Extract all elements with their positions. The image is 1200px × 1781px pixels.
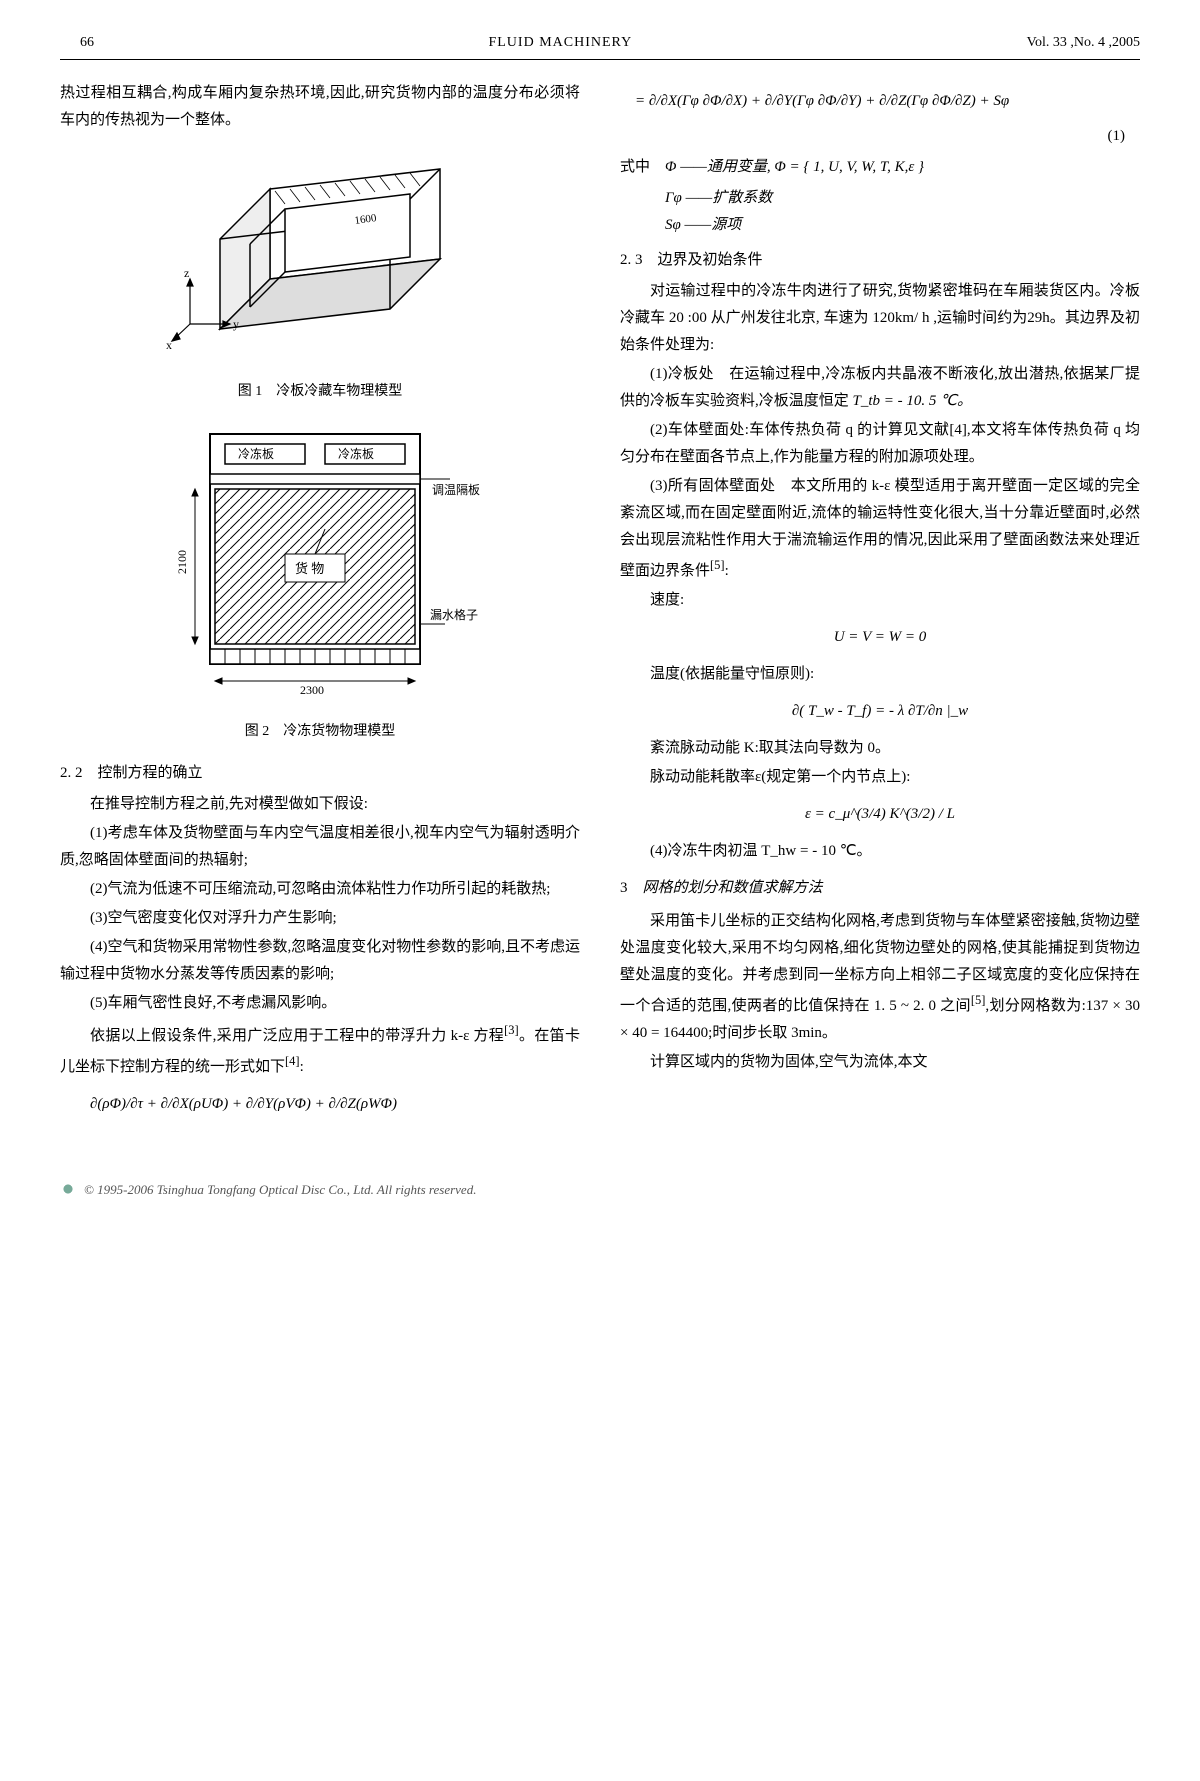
right-column: = ∂/∂X(Γφ ∂Φ/∂X) + ∂/∂Y(Γφ ∂Φ/∂Y) + ∂/∂Z…: [620, 80, 1140, 1127]
svg-text:2100: 2100: [175, 550, 189, 574]
eps-label: 脉动动能耗散率ε(规定第一个内节点上):: [620, 764, 1140, 791]
paragraph: 依据以上假设条件,采用广泛应用于工程中的带浮升力 k-ε 方程[3]。在笛卡儿坐…: [60, 1019, 580, 1081]
paragraph: 热过程相互耦合,构成车厢内复杂热环境,因此,研究货物内部的温度分布必须将车内的传…: [60, 80, 580, 134]
equation-1: = ∂/∂X(Γφ ∂Φ/∂X) + ∂/∂Y(Γφ ∂Φ/∂Y) + ∂/∂Z…: [620, 88, 1140, 115]
paragraph: 在推导控制方程之前,先对模型做如下假设:: [60, 791, 580, 818]
paragraph: (1)冷板处 在运输过程中,冷冻板内共晶液不断液化,放出潜热,依据某厂提供的冷板…: [620, 361, 1140, 415]
page-footer: © 1995-2006 Tsinghua Tongfang Optical Di…: [60, 1168, 1140, 1201]
fig1-caption: 图 1 冷板冷藏车物理模型: [60, 379, 580, 404]
section-2-3: 2. 3 边界及初始条件: [620, 247, 1140, 274]
equation-lhs: ∂(ρΦ)/∂τ + ∂/∂X(ρUΦ) + ∂/∂Y(ρVΦ) + ∂/∂Z(…: [60, 1091, 580, 1118]
paragraph: 计算区域内的货物为固体,空气为流体,本文: [620, 1049, 1140, 1076]
content-area: 热过程相互耦合,构成车厢内复杂热环境,因此,研究货物内部的温度分布必须将车内的传…: [60, 80, 1140, 1127]
paragraph: (5)车厢气密性良好,不考虑漏风影响。: [60, 990, 580, 1017]
speed-label: 速度:: [620, 587, 1140, 614]
paragraph: (3)空气密度变化仅对浮升力产生影响;: [60, 905, 580, 932]
svg-text:y: y: [233, 317, 239, 331]
svg-text:漏水格子: 漏水格子: [430, 607, 478, 622]
turb-label: 紊流脉动动能 K:取其法向导数为 0。: [620, 735, 1140, 762]
figure-2: 冷冻板 冷冻板 调温隔板 货 物: [60, 419, 580, 744]
svg-text:冷冻板: 冷冻板: [238, 446, 274, 461]
paragraph: (4)空气和货物采用常物性参数,忽略温度变化对物性参数的影响,且不考虑运输过程中…: [60, 934, 580, 988]
copyright: © 1995-2006 Tsinghua Tongfang Optical Di…: [84, 1178, 476, 1201]
left-column: 热过程相互耦合,构成车厢内复杂热环境,因此,研究货物内部的温度分布必须将车内的传…: [60, 80, 580, 1127]
speed-eq: U = V = W = 0: [620, 624, 1140, 651]
volume-info: Vol. 33 ,No. 4 ,2005: [1027, 30, 1140, 55]
where-block: 式中 Φ ——通用变量, Φ = { 1, U, V, W, T, K,ε }: [620, 154, 1140, 181]
svg-text:z: z: [184, 266, 189, 280]
svg-text:x: x: [166, 338, 172, 352]
journal-name: FLUID MACHINERY: [488, 30, 632, 55]
svg-text:调温隔板: 调温隔板: [432, 483, 480, 497]
figure-1: 1600 z y x 图 1 冷板冷藏车物理模型: [60, 149, 580, 404]
paragraph: 采用笛卡儿坐标的正交结构化网格,考虑到货物与车体壁紧密接触,货物边壁处温度变化较…: [620, 908, 1140, 1047]
paragraph: (2)气流为低速不可压缩流动,可忽略由流体粘性力作功所引起的耗散热;: [60, 876, 580, 903]
where-s: Sφ ——源项: [620, 212, 1140, 239]
temp-eq: ∂( T_w - T_f) = - λ ∂T/∂n |_w: [620, 698, 1140, 725]
fig1-svg: 1600 z y x: [160, 149, 480, 359]
fig2-svg: 冷冻板 冷冻板 调温隔板 货 物: [150, 419, 490, 699]
svg-text:货 物: 货 物: [295, 561, 324, 576]
svg-text:2300: 2300: [300, 683, 324, 697]
page-header: 66 FLUID MACHINERY Vol. 33 ,No. 4 ,2005: [60, 30, 1140, 60]
paragraph: (2)车体壁面处:车体传热负荷 q 的计算见文献[4],本文将车体传热负荷 q …: [620, 417, 1140, 471]
eps-eq: ε = c_μ^(3/4) K^(3/2) / L: [620, 801, 1140, 828]
paragraph: (4)冷冻牛肉初温 T_hw = - 10 ℃。: [620, 838, 1140, 865]
page-number: 66: [60, 30, 94, 55]
svg-text:冷冻板: 冷冻板: [338, 446, 374, 461]
fig2-caption: 图 2 冷冻货物物理模型: [60, 719, 580, 744]
section-3: 3 3 网格的划分和数值求解方法网格的划分和数值求解方法: [620, 875, 1140, 902]
paragraph: (3)所有固体壁面处 本文所用的 k-ε 模型适用于离开壁面一定区域的完全紊流区…: [620, 473, 1140, 585]
paragraph: 对运输过程中的冷冻牛肉进行了研究,货物紧密堆码在车厢装货区内。冷板冷藏车 20 …: [620, 278, 1140, 359]
eq1-number: (1): [620, 123, 1140, 150]
footer-icon: [60, 1181, 76, 1197]
section-2-2: 2. 2 控制方程的确立: [60, 760, 580, 787]
where-gamma: Γφ ——扩散系数: [620, 185, 1140, 212]
temp-label: 温度(依据能量守恒原则):: [620, 661, 1140, 688]
paragraph: (1)考虑车体及货物壁面与车内空气温度相差很小,视车内空气为辐射透明介质,忽略固…: [60, 820, 580, 874]
